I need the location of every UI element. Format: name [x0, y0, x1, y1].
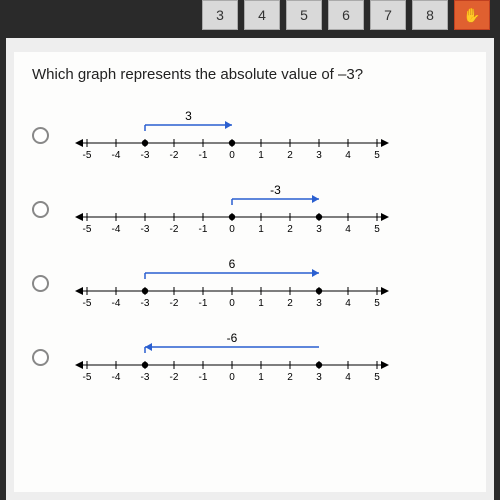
- svg-text:5: 5: [374, 224, 380, 235]
- svg-text:-4: -4: [112, 298, 121, 309]
- svg-text:5: 5: [374, 372, 380, 383]
- option-4[interactable]: -6 -5 -4 -3 -2 -1 0 1 2 3 4 5: [32, 327, 468, 387]
- number-line-holder: -3 -5 -4 -3 -2 -1 0 1 2 3 4 5: [67, 179, 397, 239]
- svg-text:-5: -5: [83, 298, 92, 309]
- svg-text:-3: -3: [141, 298, 150, 309]
- svg-text:-4: -4: [112, 372, 121, 383]
- page-button-8[interactable]: 8: [412, 0, 448, 30]
- svg-text:3: 3: [316, 150, 322, 161]
- page-button-current[interactable]: ✋: [454, 0, 490, 30]
- svg-text:-1: -1: [199, 224, 208, 235]
- svg-text:4: 4: [345, 298, 351, 309]
- svg-text:-2: -2: [170, 372, 179, 383]
- number-line-holder: -6 -5 -4 -3 -2 -1 0 1 2 3 4 5: [67, 327, 397, 387]
- svg-text:-2: -2: [170, 224, 179, 235]
- svg-text:4: 4: [345, 372, 351, 383]
- page-button-4[interactable]: 4: [244, 0, 280, 30]
- radio-4[interactable]: [32, 349, 49, 366]
- svg-text:1: 1: [258, 224, 264, 235]
- svg-text:1: 1: [258, 372, 264, 383]
- svg-text:1: 1: [258, 298, 264, 309]
- svg-text:-5: -5: [83, 372, 92, 383]
- number-line: -3 -5 -4 -3 -2 -1 0 1 2 3 4 5: [67, 179, 397, 239]
- svg-text:-1: -1: [199, 372, 208, 383]
- svg-text:-3: -3: [141, 224, 150, 235]
- radio-1[interactable]: [32, 127, 49, 144]
- options-container: 3 -5 -4 -3 -2 -1 0 1 2 3 4 5 -3 -5 -4 -3 -2 -1 0 1 2 3 4 5 6 -5 -4…: [32, 105, 468, 387]
- measure-label: -6: [227, 331, 238, 345]
- page-button-7[interactable]: 7: [370, 0, 406, 30]
- page-navigation: 345678✋: [0, 0, 500, 38]
- svg-text:0: 0: [229, 150, 235, 161]
- svg-text:2: 2: [287, 298, 293, 309]
- measure-label: -3: [270, 183, 281, 197]
- svg-text:-3: -3: [141, 372, 150, 383]
- number-line: 6 -5 -4 -3 -2 -1 0 1 2 3 4 5: [67, 253, 397, 313]
- number-line-holder: 6 -5 -4 -3 -2 -1 0 1 2 3 4 5: [67, 253, 397, 313]
- svg-text:0: 0: [229, 298, 235, 309]
- svg-text:-4: -4: [112, 150, 121, 161]
- option-2[interactable]: -3 -5 -4 -3 -2 -1 0 1 2 3 4 5: [32, 179, 468, 239]
- svg-text:3: 3: [316, 224, 322, 235]
- measure-label: 3: [185, 109, 192, 123]
- svg-text:-1: -1: [199, 150, 208, 161]
- svg-text:0: 0: [229, 372, 235, 383]
- radio-2[interactable]: [32, 201, 49, 218]
- svg-text:-5: -5: [83, 224, 92, 235]
- svg-text:-2: -2: [170, 150, 179, 161]
- question-paper: Which graph represents the absolute valu…: [14, 52, 486, 492]
- number-line-holder: 3 -5 -4 -3 -2 -1 0 1 2 3 4 5: [67, 105, 397, 165]
- page-button-3[interactable]: 3: [202, 0, 238, 30]
- svg-text:1: 1: [258, 150, 264, 161]
- number-line: 3 -5 -4 -3 -2 -1 0 1 2 3 4 5: [67, 105, 397, 165]
- svg-text:-2: -2: [170, 298, 179, 309]
- option-3[interactable]: 6 -5 -4 -3 -2 -1 0 1 2 3 4 5: [32, 253, 468, 313]
- svg-text:5: 5: [374, 150, 380, 161]
- svg-text:2: 2: [287, 372, 293, 383]
- svg-text:-1: -1: [199, 298, 208, 309]
- svg-text:-5: -5: [83, 150, 92, 161]
- page-button-5[interactable]: 5: [286, 0, 322, 30]
- svg-text:-4: -4: [112, 224, 121, 235]
- svg-text:3: 3: [316, 298, 322, 309]
- question-text: Which graph represents the absolute valu…: [32, 66, 468, 83]
- svg-text:3: 3: [316, 372, 322, 383]
- svg-text:2: 2: [287, 150, 293, 161]
- option-1[interactable]: 3 -5 -4 -3 -2 -1 0 1 2 3 4 5: [32, 105, 468, 165]
- svg-text:4: 4: [345, 224, 351, 235]
- svg-text:-3: -3: [141, 150, 150, 161]
- svg-text:5: 5: [374, 298, 380, 309]
- page-button-6[interactable]: 6: [328, 0, 364, 30]
- radio-3[interactable]: [32, 275, 49, 292]
- content-area: Which graph represents the absolute valu…: [6, 38, 494, 500]
- svg-text:2: 2: [287, 224, 293, 235]
- measure-label: 6: [229, 257, 236, 271]
- svg-text:4: 4: [345, 150, 351, 161]
- number-line: -6 -5 -4 -3 -2 -1 0 1 2 3 4 5: [67, 327, 397, 387]
- svg-text:0: 0: [229, 224, 235, 235]
